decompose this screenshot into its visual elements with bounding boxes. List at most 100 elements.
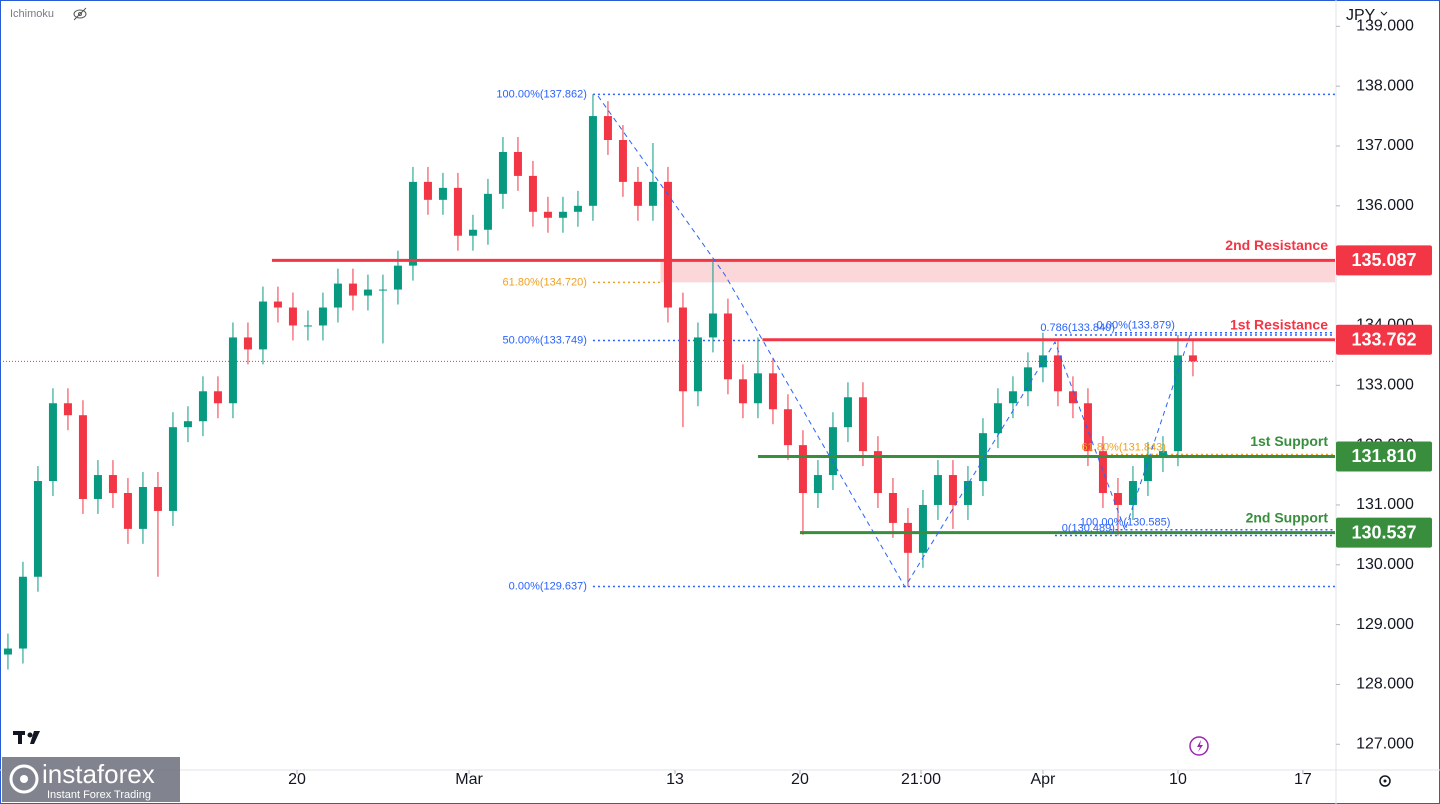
candle-body (123, 492, 132, 529)
level-price-box (1336, 517, 1432, 548)
candle-body (798, 445, 807, 493)
fib-label: 61.80%(134.720) (503, 276, 587, 288)
candle-body (378, 289, 387, 291)
lightning-icon[interactable] (1189, 736, 1209, 756)
y-tick-label: 136.000 (1356, 197, 1414, 214)
x-tick-label: 20 (791, 771, 809, 788)
candle-body (1128, 481, 1137, 505)
candle-body (108, 475, 117, 493)
candle-body (318, 307, 327, 326)
candle-body (153, 487, 162, 511)
zigzag-pattern (597, 95, 1191, 588)
candle-body (183, 421, 192, 428)
candle-body (1068, 391, 1077, 404)
candle-body (423, 181, 432, 200)
candle-body (1173, 355, 1182, 452)
fib-label: 0.00%(129.637) (509, 580, 587, 592)
candle-body (858, 397, 867, 452)
candle-body (903, 522, 912, 553)
candle-body (873, 451, 882, 493)
x-tick-label: Apr (1030, 771, 1056, 788)
candle-body (168, 427, 177, 511)
x-tick-label: Mar (455, 771, 483, 788)
level-price-label: 131.810 (1351, 446, 1416, 466)
candle-body (63, 403, 72, 416)
candle-body (1038, 355, 1047, 368)
x-tick-label: 13 (666, 771, 684, 788)
candle-body (78, 415, 87, 499)
watermark-brand: instaforex (42, 759, 155, 789)
candle-body (468, 229, 477, 236)
candle-body (993, 403, 1002, 434)
y-tick-label: 131.000 (1356, 496, 1414, 513)
y-tick-label: 127.000 (1356, 735, 1414, 752)
level-price-label: 130.537 (1351, 522, 1416, 542)
candle-body (813, 475, 822, 493)
level-price-box (1336, 245, 1432, 276)
candle-body (663, 181, 672, 308)
candle-body (363, 289, 372, 296)
candle-body (393, 265, 402, 290)
candle-body (1008, 391, 1017, 404)
candle-body (528, 175, 537, 212)
candle-body (1053, 355, 1062, 392)
candle-body (18, 576, 27, 649)
y-tick-label: 129.000 (1356, 616, 1414, 633)
y-tick-label: 139.000 (1356, 18, 1414, 35)
candle-body (1158, 451, 1167, 458)
candle-body (453, 187, 462, 236)
level-price-box (1336, 441, 1432, 472)
candle-body (288, 307, 297, 326)
resistance-zone (660, 260, 1335, 283)
candle-body (678, 307, 687, 392)
candle-body (228, 337, 237, 404)
candle-body (783, 409, 792, 446)
watermark-tagline: Instant Forex Trading (47, 789, 151, 801)
candle-body (3, 648, 12, 655)
currency-label[interactable]: JPY (1346, 7, 1376, 24)
x-tick-label: 17 (1294, 771, 1312, 788)
candle-body (708, 313, 717, 338)
candle-body (303, 325, 312, 327)
x-tick-label: 10 (1169, 771, 1187, 788)
chevron[interactable] (1380, 11, 1388, 16)
candle-body (1113, 492, 1122, 505)
candle-body (258, 301, 267, 350)
candle-body (573, 205, 582, 212)
candle-body (558, 211, 567, 218)
candle-body (48, 403, 57, 482)
x-tick-label: 21:00 (901, 771, 941, 788)
candle-body (753, 373, 762, 404)
candle-body (843, 397, 852, 428)
candle-body (618, 140, 627, 182)
candle-body (693, 337, 702, 392)
candle-body (198, 391, 207, 422)
candle-body (243, 337, 252, 350)
candle-body (273, 301, 282, 308)
fib-label: 0.00%(133.879) (1097, 320, 1175, 332)
candle-body (948, 475, 957, 505)
candle-body (513, 151, 522, 176)
candle-body (498, 151, 507, 194)
candle-body (648, 181, 657, 206)
candle-body (93, 475, 102, 499)
level-price-label: 135.087 (1351, 250, 1416, 270)
level-name: 1st Resistance (1230, 316, 1328, 332)
candle-body (588, 116, 597, 206)
candle-body (1188, 355, 1197, 362)
candle-body (768, 373, 777, 410)
fib-label: 100.00%(130.585) (1080, 517, 1171, 529)
y-tick-label: 137.000 (1356, 137, 1414, 154)
candle-body (333, 283, 342, 308)
candle-body (933, 475, 942, 505)
settings-icon[interactable] (1379, 775, 1391, 787)
candle-body (213, 391, 222, 404)
eye-off-icon[interactable] (73, 7, 87, 21)
tv-logo (13, 731, 40, 744)
indicator-label[interactable]: Ichimoku (10, 8, 54, 20)
candle-body (543, 211, 552, 218)
candle-body (633, 181, 642, 206)
candle-body (138, 487, 147, 529)
candle-body (828, 427, 837, 476)
candle-body (723, 313, 732, 380)
